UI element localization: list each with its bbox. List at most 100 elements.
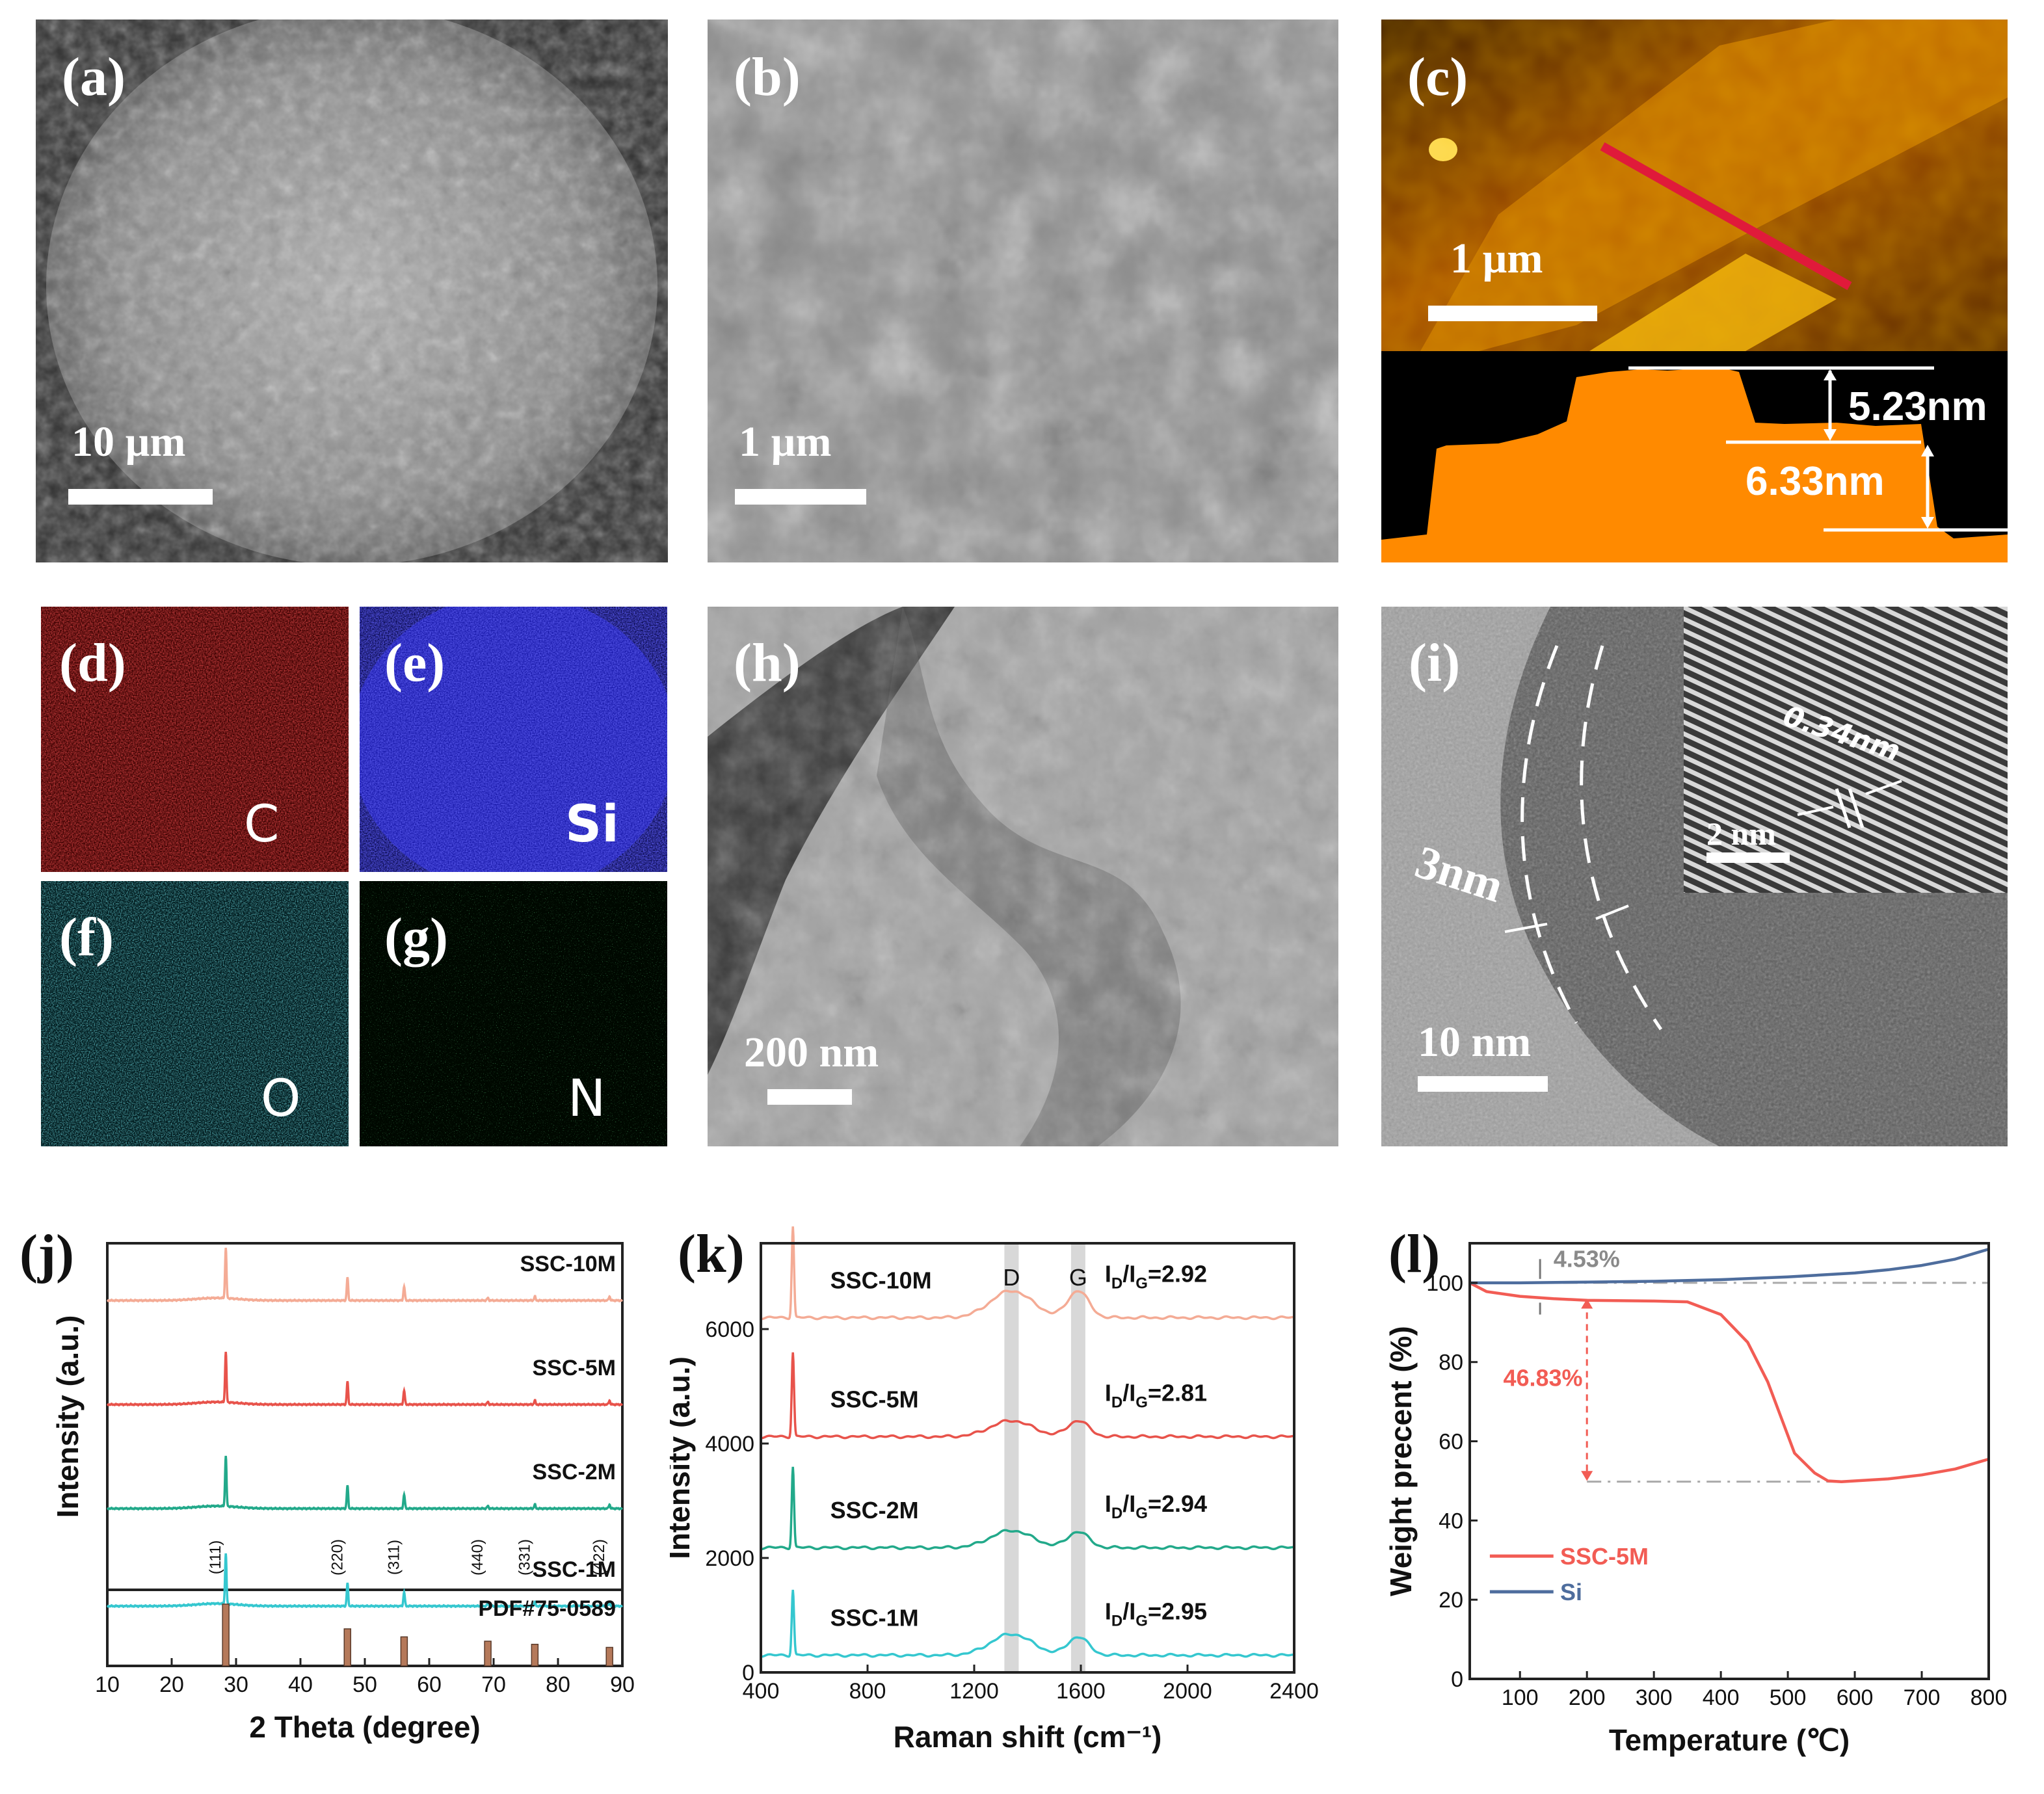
- inset-scale-bar-label: 2 nm: [1706, 815, 1776, 852]
- scale-bar-label-b: 1 µm: [739, 418, 832, 466]
- raman-series-label-ssc-1m: SSC-1M: [830, 1605, 919, 1631]
- hrtem-texture-i: [1381, 607, 2008, 1146]
- afm-profile-svg: [1381, 366, 2008, 562]
- tga-series-ssc-5m: [1468, 1281, 1989, 1483]
- raman-y-axis-title: Intensity (a.u.): [670, 1356, 696, 1559]
- inset-scale-bar: [1706, 852, 1790, 863]
- hrtem-image-i: (i) 0.34nm 2 nm 3nm 10 nm: [1381, 607, 2008, 1146]
- xrd-x-tick-label: 30: [224, 1672, 248, 1697]
- scale-bar-a: [68, 489, 213, 505]
- xrd-series-ssc-1m: [106, 1553, 624, 1609]
- raman-x-axis-title: Raman shift (cm⁻¹): [894, 1720, 1162, 1754]
- tga-y-tick-label: 20: [1439, 1588, 1463, 1613]
- tga-arrowhead-down: [1581, 1471, 1593, 1481]
- panel-label-d: (d): [59, 633, 126, 693]
- raman-x-tick-label: 400: [743, 1679, 780, 1704]
- tga-x-tick-label: 200: [1569, 1685, 1606, 1710]
- sem-texture-b: [708, 20, 1338, 562]
- raman-ratio-label-ssc-2m: ID/IG=2.94: [1105, 1490, 1207, 1522]
- eds-texture-si: [360, 607, 667, 872]
- tga-arrowhead-up: [1581, 1299, 1593, 1309]
- xrd-series-ssc-10m: [106, 1247, 624, 1303]
- raman-x-tick-label: 1600: [1056, 1679, 1106, 1704]
- tga-y-tick-label: 40: [1439, 1509, 1463, 1533]
- eds-element-label-c: C: [244, 795, 280, 854]
- tga-annotation-small-loss: 4.53%: [1554, 1246, 1620, 1273]
- xrd-series-label-ssc-2m: SSC-2M: [533, 1460, 616, 1484]
- panel-label-g: (g): [384, 907, 448, 968]
- xrd-x-tick-label: 70: [481, 1672, 506, 1697]
- raman-band-label-g: G: [1069, 1264, 1087, 1291]
- afm-texture-c: [1381, 20, 2008, 351]
- xrd-reference-bar: [605, 1646, 613, 1667]
- xrd-hkl-label: (311): [385, 1540, 403, 1575]
- panel-label-l: (l): [1388, 1224, 1440, 1284]
- raman-series-label-ssc-2m: SSC-2M: [830, 1497, 919, 1524]
- tga-x-axis-title: Temperature (℃): [1609, 1723, 1850, 1757]
- afm-image-c: (c) 1 µm: [1381, 20, 2008, 351]
- tem-texture-h: [708, 607, 1338, 1146]
- xrd-series-label-ssc-10m: SSC-10M: [520, 1252, 616, 1276]
- raman-series-ssc-5m: [761, 1352, 1294, 1440]
- raman-chart: D G SSC-10M ID/IG=2.92 SSC-5M ID/IG=2.81 SSC-2…: [670, 1226, 1319, 1754]
- panel-label-b: (b): [734, 47, 801, 107]
- sem-image-a: (a) 10 µm: [36, 20, 668, 562]
- raman-x-tick-label: 1200: [949, 1679, 999, 1704]
- panel-label-f: (f): [59, 907, 114, 968]
- eds-map-carbon: (d) C: [41, 607, 349, 872]
- tga-legend-label-ssc-5m: SSC-5M: [1560, 1543, 1649, 1570]
- xrd-x-tick-label: 60: [417, 1672, 442, 1697]
- tga-x-tick-label: 100: [1502, 1685, 1539, 1710]
- tem-image-h: (h) 200 nm: [708, 607, 1338, 1146]
- xrd-x-tick-label: 90: [610, 1672, 635, 1697]
- eds-map-nitrogen: (g) N: [360, 881, 667, 1146]
- tga-plot-frame: [1468, 1242, 1990, 1680]
- panel-label-a: (a): [62, 47, 126, 107]
- eds-element-label-o: O: [261, 1070, 301, 1128]
- raman-series-ssc-1m: [761, 1589, 1295, 1658]
- tga-y-tick-label: 100: [1426, 1271, 1463, 1296]
- scale-bar-h: [767, 1089, 852, 1105]
- xrd-hkl-label: (220): [328, 1539, 346, 1576]
- panel-label-k: (k): [678, 1224, 745, 1284]
- raman-ratio-label-ssc-5m: ID/IG=2.81: [1105, 1379, 1207, 1411]
- xrd-y-axis-title: Intensity (a.u.): [51, 1315, 85, 1518]
- eds-map-silicon: (e) Si: [360, 607, 667, 872]
- raman-y-tick-label: 2000: [705, 1546, 754, 1571]
- raman-band-d: [1004, 1243, 1019, 1672]
- raman-plot-frame: [760, 1242, 1295, 1674]
- xrd-x-tick-label: 50: [352, 1672, 377, 1697]
- xrd-x-tick-label: 10: [95, 1672, 120, 1697]
- scale-bar-label-c: 1 µm: [1450, 235, 1543, 282]
- tga-y-tick-label: 80: [1439, 1351, 1463, 1375]
- scale-bar-i: [1418, 1076, 1548, 1092]
- xrd-hkl-label: (111): [207, 1540, 224, 1574]
- afm-height-label-1: 5.23nm: [1848, 384, 1987, 429]
- xrd-hkl-label: (422): [591, 1539, 608, 1576]
- tga-x-tick-label: 400: [1703, 1685, 1740, 1710]
- raman-band-g: [1070, 1243, 1085, 1672]
- eds-element-label-n: N: [568, 1070, 606, 1128]
- xrd-hkl-label: (331): [516, 1539, 533, 1576]
- xrd-x-axis-title: 2 Theta (degree): [249, 1710, 480, 1744]
- tga-x-tick-label: 300: [1636, 1685, 1673, 1710]
- panel-label-e: (e): [384, 633, 445, 693]
- panel-label-c: (c): [1407, 47, 1468, 107]
- raman-y-tick-label: 4000: [705, 1432, 754, 1457]
- tga-y-tick-label: 60: [1439, 1430, 1463, 1455]
- xrd-series-label-ssc-5m: SSC-5M: [533, 1356, 616, 1380]
- xrd-reference-bar: [484, 1641, 492, 1667]
- sem-image-b: (b) 1 µm: [708, 20, 1338, 562]
- tga-x-tick-label: 600: [1837, 1685, 1874, 1710]
- tga-x-tick-label: 700: [1904, 1685, 1941, 1710]
- afm-height-label-2: 6.33nm: [1745, 459, 1885, 504]
- raman-series-ssc-10m: [761, 1226, 1295, 1321]
- raman-ratio-label-ssc-10m: ID/IG=2.92: [1105, 1260, 1207, 1292]
- eds-texture-o: [41, 881, 349, 1146]
- raman-series-label-ssc-5m: SSC-5M: [830, 1386, 919, 1412]
- xrd-x-tick-label: 80: [546, 1672, 570, 1697]
- scale-bar-label-a: 10 µm: [72, 418, 186, 466]
- xrd-reference-label: PDF#75-0589: [478, 1596, 616, 1621]
- afm-profile-line: [1600, 142, 1852, 291]
- scale-bar-b: [735, 489, 866, 505]
